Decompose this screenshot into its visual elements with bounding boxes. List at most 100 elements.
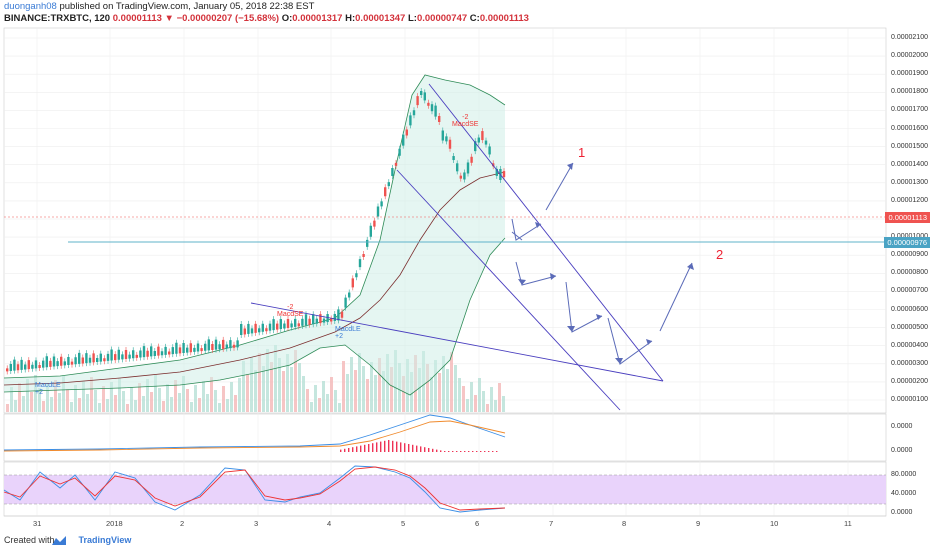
price-change: ▼ −0.00000207 (−15.68%) [164,13,280,24]
volume-bar [274,345,277,412]
volume-bar [346,374,349,412]
high-value: 0.00001347 [355,13,406,24]
volume-bar [130,387,133,412]
macd-hist-bar [444,451,446,452]
volume-bar [466,399,469,412]
volume-bar [14,400,17,412]
macd-hist-bar [384,440,386,452]
volume-bar [382,371,385,412]
volume-bar [174,380,177,412]
volume-bar [458,378,461,412]
macd-histogram [340,440,498,452]
volume-bar [78,398,81,412]
volume-bar [26,379,29,412]
wave-label-2: 2 [716,247,724,262]
volume-bar [178,393,181,412]
volume-bar [330,377,333,412]
time-tick: 6 [475,519,480,528]
volume-bar [42,401,45,412]
price-tick: 0.00000200 [891,377,928,385]
author-link[interactable]: duonganh08 [4,1,57,12]
symbol-label: BINANCE:TRXBTC, 120 [4,13,111,24]
macd-hist-bar [392,440,394,452]
macd-hist-bar [356,446,358,452]
macd-hist-bar [432,448,434,452]
volume-bar [474,395,477,412]
moving-average [3,171,506,386]
volume-bar [106,399,109,412]
volume-bar [298,363,301,412]
volume-bar [378,358,381,412]
macd-hist-bar [492,451,494,452]
price-tick: 0.00000600 [891,305,928,313]
volume-bar [438,373,441,412]
candlesticks [6,88,506,375]
volume-bar [74,385,77,412]
low-value: 0.00000747 [416,13,468,24]
macd-hist-bar [472,451,474,452]
publish-text: published on TradingView.com, January 05… [59,1,315,12]
price-tick: 0.00001300 [891,178,928,186]
time-tick: 5 [401,519,406,528]
volume-bar [234,395,237,412]
symbol-info: BINANCE:TRXBTC, 120 0.00001113 ▼ −0.0000… [4,13,529,24]
volume-bar [166,384,169,412]
macd-hist-bar [464,451,466,452]
volume-bar [146,379,149,412]
volume-bar [290,367,293,412]
trendlines [250,83,664,411]
volume-bar [62,376,65,412]
volume-bar [450,352,453,412]
macdse-marker-1: -2 MacdSE [277,304,304,318]
macd-hist-bar [408,444,410,452]
macdle-marker-1: MacdLE +2 [35,382,61,396]
volume-bar [82,381,85,412]
volume-bar [486,404,489,412]
tradingview-logo-icon [52,536,66,545]
volume-bar [38,388,41,412]
macd-hist-bar [460,451,462,452]
macd-hist-bar [376,442,378,452]
volume-bar [190,402,193,412]
volume-bar [350,357,353,412]
volume-bar [50,397,53,412]
close-label: C: [469,13,480,24]
arrow-heads [518,163,694,364]
price-tick: 0.00001400 [891,160,928,168]
volume-bar [310,402,313,412]
macd-hist-bar [396,441,398,452]
volume-bar [162,401,165,412]
time-tick: 7 [549,519,554,528]
volume-bar [114,395,117,412]
stoch-k [3,465,506,513]
volume-bar [242,361,245,412]
volume-bar [258,353,261,412]
volume-bar [402,376,405,412]
rsi-axis-0: 0.0000 [891,509,913,516]
volume-bar [214,390,217,412]
volume-bar [286,354,289,412]
price-tick: 0.00001600 [891,124,928,132]
volume-bar [198,398,201,412]
volume-bar [86,394,89,412]
volume-bar [434,360,437,412]
volume-bar [366,379,369,412]
price-tick: 0.00000800 [891,269,928,277]
volume-bar [126,404,129,412]
macd-pane-border [3,413,887,462]
volume-bar [202,381,205,412]
open-value: 0.00001317 [292,13,343,24]
macdse-marker-2: -2 MacdSE [452,114,479,128]
volume-bar [102,386,105,412]
volume-bars [6,345,505,412]
volume-bar [238,378,241,412]
volume-bar [390,367,393,412]
rsi-axis-80: 80.0000 [891,471,917,478]
volume-bar [154,375,157,412]
volume-bar [230,382,233,412]
macd-hist-bar [448,451,450,452]
footer-brand[interactable]: TradingView [78,535,132,545]
macd-hist-bar [496,451,498,452]
price-tick: 0.00000900 [891,251,928,259]
